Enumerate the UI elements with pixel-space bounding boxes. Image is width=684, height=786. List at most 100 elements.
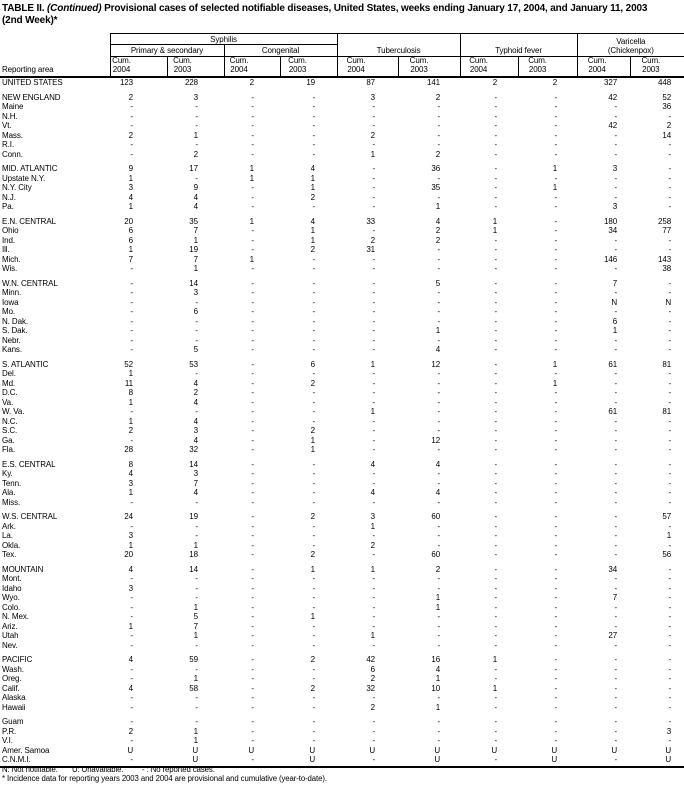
value-cell: -	[312, 602, 316, 612]
value-cell: -	[372, 335, 376, 345]
reporting-area-cell: Amer. Samoa	[2, 745, 50, 755]
value-cell: -	[494, 674, 498, 683]
value-cell: -	[554, 621, 558, 631]
value-cell: 1	[128, 416, 133, 426]
column-header-cum: Cum. 2004	[336, 56, 399, 78]
value-cell: 180	[604, 216, 618, 226]
value-cell: -	[554, 92, 558, 102]
reporting-area-cell: P.R.	[2, 726, 17, 736]
value-cell: -	[494, 497, 498, 507]
value-cell: 12	[431, 435, 441, 445]
col-group-varicella: Varicella (Chickenpox)	[576, 33, 684, 57]
value-cell: -	[312, 664, 316, 674]
value-cell: -	[554, 540, 558, 550]
column-header-cum: Cum. 2004	[459, 56, 519, 78]
value-cell: -	[554, 564, 558, 574]
value-cell: -	[130, 316, 133, 326]
value-cell: -	[494, 245, 498, 254]
value-cell: 1	[128, 173, 133, 183]
value-cell: -	[251, 512, 254, 521]
value-cell: -	[554, 717, 558, 726]
value-cell: -	[554, 693, 558, 702]
value-cell: -	[437, 631, 441, 640]
notifiable-diseases-table: Reporting area Syphilis Tuberculosis Typ…	[0, 33, 684, 768]
value-cell: 87	[366, 78, 376, 87]
value-cell: -	[312, 726, 316, 736]
value-cell: 3	[370, 512, 376, 521]
reporting-area-cell: D.C.	[2, 388, 18, 397]
value-cell: -	[130, 345, 133, 354]
value-cell: 4	[370, 459, 376, 469]
value-cell: 228	[184, 78, 198, 87]
value-cell: -	[312, 583, 316, 593]
value-cell: 19	[306, 78, 316, 87]
value-cell: -	[668, 540, 672, 550]
table-row: W.N. CENTRAL - 14 - - - 5 - - 7 -	[0, 279, 684, 289]
value-cell: -	[494, 583, 498, 593]
value-cell: -	[494, 173, 498, 183]
value-cell: 4	[193, 378, 198, 388]
value-cell: -	[494, 288, 498, 297]
value-cell: -	[195, 593, 198, 602]
value-cell: -	[554, 388, 558, 397]
table-row: Nev. - - - - - - - - - -	[0, 641, 684, 651]
value-cell: -	[195, 111, 198, 121]
value-cell: 1	[435, 702, 441, 712]
value-cell: 27	[608, 631, 618, 640]
value-cell: -	[312, 459, 316, 469]
table-row: N.Y. City 3 9 - 1 - 35 - 1 - -	[0, 183, 684, 193]
value-cell: -	[554, 121, 558, 130]
value-cell: 1	[612, 326, 618, 335]
value-cell: -	[614, 693, 618, 702]
value-cell: -	[554, 102, 558, 111]
value-cell: -	[668, 426, 672, 435]
value-cell: -	[668, 278, 672, 288]
title-line2: (2nd Week)*	[2, 14, 58, 26]
reporting-area-cell: Fla.	[2, 445, 15, 454]
reporting-area-cell: MID. ATLANTIC	[2, 164, 58, 173]
value-cell: 2	[249, 78, 254, 87]
value-cell: 2	[435, 226, 441, 235]
value-cell: -	[130, 593, 133, 602]
value-cell: -	[668, 602, 672, 612]
value-cell: -	[614, 416, 618, 426]
value-cell: 4	[435, 345, 441, 354]
value-cell: 34	[608, 564, 618, 574]
value-cell: -	[251, 359, 254, 369]
value-cell: -	[554, 216, 558, 226]
col-group-tuberculosis: Tuberculosis	[336, 33, 461, 57]
value-cell: -	[494, 140, 498, 149]
value-cell: 34	[608, 226, 618, 235]
value-cell: -	[668, 497, 672, 507]
column-header-cum: Cum. 2004	[576, 56, 631, 78]
table-title: TABLE II. (Continued) Provisional cases …	[2, 3, 682, 26]
value-cell: -	[668, 435, 672, 445]
value-cell: -	[437, 121, 441, 130]
value-cell: -	[614, 497, 618, 507]
value-cell: 1	[492, 655, 498, 664]
value-cell: 4	[128, 683, 133, 693]
value-cell: -	[130, 149, 133, 159]
reporting-area-cell: Kans.	[2, 345, 22, 354]
value-cell: -	[494, 540, 498, 550]
value-cell: 56	[662, 550, 672, 559]
table-row: Conn. - 2 - - 1 2 - - - -	[0, 150, 684, 160]
value-cell: -	[494, 521, 498, 531]
value-cell: -	[372, 497, 376, 507]
value-cell: -	[251, 469, 254, 478]
table-row: E.N. CENTRAL 20 35 1 4 33 4 1 - 180 258	[0, 217, 684, 227]
value-cell: -	[494, 264, 498, 273]
value-cell: -	[668, 345, 672, 354]
reporting-area-cell: Vt.	[2, 121, 12, 130]
reporting-area-cell: Wis.	[2, 264, 18, 273]
value-cell: -	[554, 512, 558, 521]
table-row: Ala. 1 4 - - 4 4 - - - -	[0, 488, 684, 498]
value-cell: -	[494, 92, 498, 102]
value-cell: -	[437, 540, 441, 550]
value-cell: -	[195, 702, 198, 712]
table-row: N. Dak. - - - - - - - - 6 -	[0, 317, 684, 327]
value-cell: -	[668, 583, 672, 593]
value-cell: -	[130, 335, 133, 345]
value-cell: -	[494, 326, 498, 335]
value-cell: -	[668, 469, 672, 478]
